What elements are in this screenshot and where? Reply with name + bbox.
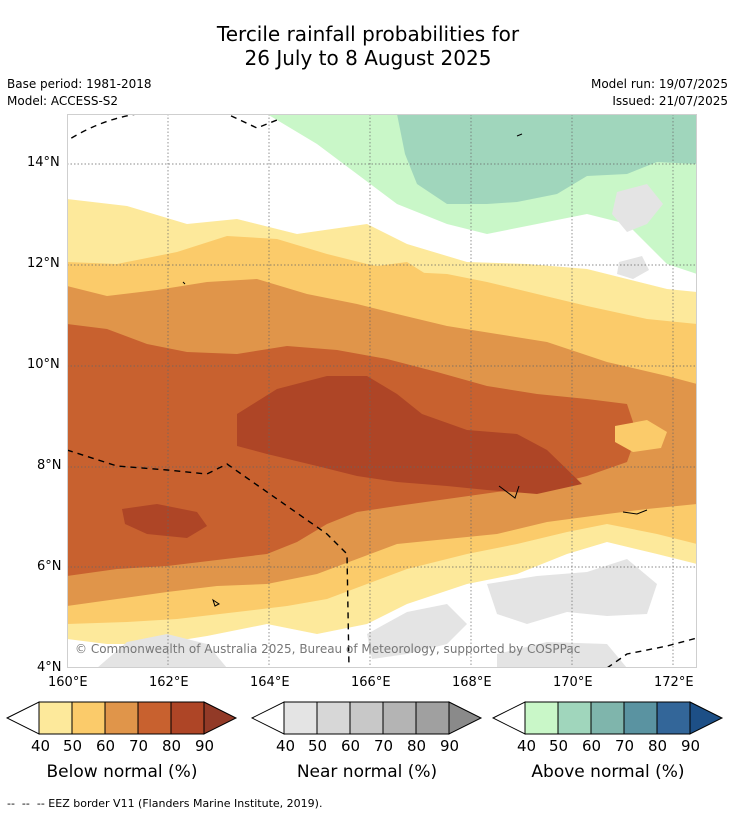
legend-near-tick: 90 bbox=[440, 737, 460, 755]
colorbar-under-arrow bbox=[5, 701, 40, 735]
legend-near-tick: 80 bbox=[407, 737, 427, 755]
legend-below-tick: 70 bbox=[129, 737, 149, 755]
legend-below-normal bbox=[5, 701, 238, 737]
legend-above-tick: 40 bbox=[517, 737, 537, 755]
island-outlines bbox=[182, 133, 648, 607]
colorbar-under-arrow bbox=[250, 701, 285, 735]
legend-below-tick: 80 bbox=[162, 737, 182, 755]
legend-below-caption: Below normal (%) bbox=[46, 762, 198, 782]
lon-label-172e: 172°E bbox=[654, 675, 694, 690]
lat-label-14n: 14°N bbox=[27, 155, 60, 170]
base-period: Base period: 1981-2018 bbox=[7, 77, 152, 91]
map-title-line1: Tercile rainfall probabilities for bbox=[216, 22, 520, 46]
legend-above-caption: Above normal (%) bbox=[531, 762, 685, 782]
model-name: Model: ACCESS-S2 bbox=[7, 94, 119, 108]
legend-below-tick: 50 bbox=[63, 737, 83, 755]
below-normal-50-pocket-mid bbox=[377, 262, 429, 282]
below-normal-80-blob-south bbox=[122, 504, 207, 538]
legend-above-tick: 60 bbox=[582, 737, 602, 755]
legend-below-tick: 90 bbox=[195, 737, 215, 755]
below-normal-50-pocket-east bbox=[615, 420, 667, 452]
below-normal-80-region bbox=[237, 376, 582, 494]
map-gridlines bbox=[67, 114, 697, 668]
legend-near-tick: 40 bbox=[276, 737, 296, 755]
near-normal-region-bottom-right bbox=[497, 642, 627, 668]
copyright-text: © Commonwealth of Australia 2025, Bureau… bbox=[75, 642, 580, 656]
lat-label-8n: 8°N bbox=[37, 458, 62, 473]
lat-label-4n: 4°N bbox=[37, 660, 62, 675]
lon-label-166e: 166°E bbox=[351, 675, 391, 690]
colorbar-below-normal bbox=[5, 701, 238, 735]
model-run: Model run: 19/07/2025 bbox=[590, 77, 728, 91]
lon-label-170e: 170°E bbox=[553, 675, 593, 690]
legend-above-tick: 80 bbox=[648, 737, 668, 755]
legend-near-tick: 50 bbox=[308, 737, 328, 755]
near-normal-region-south-west bbox=[367, 604, 467, 659]
legend-above-tick: 90 bbox=[681, 737, 701, 755]
near-normal-blob-east bbox=[617, 256, 649, 279]
colorbar-over-arrow bbox=[689, 701, 724, 735]
map-title-line2: 26 July to 8 August 2025 bbox=[244, 46, 492, 70]
map-panel[interactable]: © Commonwealth of Australia 2025, Bureau… bbox=[67, 114, 697, 668]
lon-label-162e: 162°E bbox=[149, 675, 189, 690]
legend-below-tick: 40 bbox=[31, 737, 51, 755]
colorbar-above-normal bbox=[491, 701, 724, 735]
lon-label-160e: 160°E bbox=[48, 675, 88, 690]
eez-footnote: -- -- -- EEZ border V11 (Flanders Marine… bbox=[7, 797, 323, 810]
lat-label-6n: 6°N bbox=[37, 559, 62, 574]
map-frame bbox=[67, 114, 697, 668]
legend-near-tick: 60 bbox=[341, 737, 361, 755]
colorbar-near-normal bbox=[250, 701, 483, 735]
lon-label-168e: 168°E bbox=[452, 675, 492, 690]
near-normal-region-bottom-left bbox=[97, 634, 227, 668]
issued-date: Issued: 21/07/2025 bbox=[612, 94, 728, 108]
probability-map: © Commonwealth of Australia 2025, Bureau… bbox=[67, 114, 697, 668]
lon-label-164e: 164°E bbox=[250, 675, 290, 690]
legend-near-caption: Near normal (%) bbox=[296, 762, 438, 782]
legend-near-tick: 70 bbox=[374, 737, 394, 755]
colorbar-over-arrow bbox=[203, 701, 238, 735]
colorbar-over-arrow bbox=[448, 701, 483, 735]
lat-label-12n: 12°N bbox=[27, 256, 60, 271]
legend-above-normal bbox=[491, 701, 724, 737]
above-normal-50-region bbox=[397, 114, 697, 204]
legend-above-tick: 50 bbox=[549, 737, 569, 755]
lat-label-10n: 10°N bbox=[27, 357, 60, 372]
eez-border bbox=[67, 114, 697, 668]
near-normal-blob-ne bbox=[612, 184, 663, 232]
legend-below-tick: 60 bbox=[96, 737, 116, 755]
legend-near-normal bbox=[250, 701, 483, 737]
colorbar-under-arrow bbox=[491, 701, 526, 735]
legend-above-tick: 70 bbox=[615, 737, 635, 755]
